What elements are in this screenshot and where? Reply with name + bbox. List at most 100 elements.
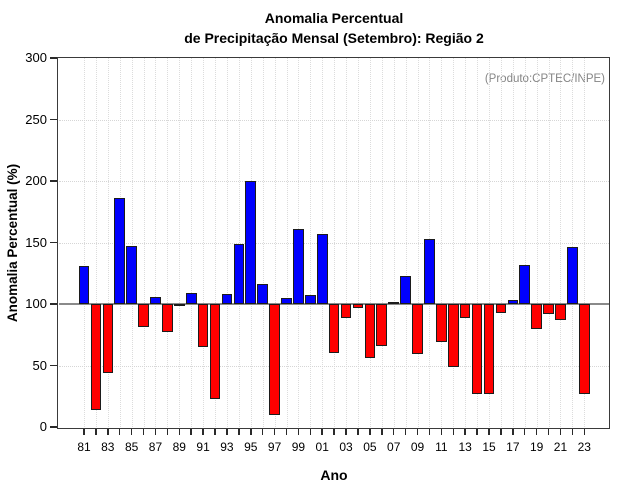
x-tick-label-85: 85 <box>124 440 139 454</box>
x-axis-tick-81 <box>83 429 85 435</box>
x-tick-label-81: 81 <box>77 440 91 454</box>
x-tick-label-21: 21 <box>553 440 568 454</box>
bar-20 <box>543 304 554 314</box>
x-tick-label-89: 89 <box>172 440 186 454</box>
x-axis-tick-92 <box>214 429 216 435</box>
y-axis-tick-300 <box>50 57 57 59</box>
bar-22 <box>567 247 578 304</box>
x-axis-tick-11 <box>440 429 443 435</box>
x-axis-tick-91 <box>202 429 204 435</box>
bar-05 <box>364 304 376 359</box>
bar-98 <box>281 297 292 304</box>
y-axis-tick-150 <box>50 241 57 244</box>
bar-15 <box>483 304 495 394</box>
y-axis-tick-50 <box>50 364 57 367</box>
x-axis-tick-08 <box>404 429 407 435</box>
x-axis-tick-95 <box>250 429 252 435</box>
x-tick-label-13: 13 <box>458 440 472 454</box>
x-tick-label-09: 09 <box>410 440 425 454</box>
bar-08 <box>400 275 411 304</box>
x-axis-tick-82 <box>95 429 97 435</box>
y-axis-tick-200 <box>50 180 57 182</box>
x-tick-label-07: 07 <box>387 440 401 454</box>
bar-03 <box>340 304 352 318</box>
chart-title-line2: de Precipitação Mensal (Setembro): Regiã… <box>184 30 484 46</box>
y-tick-label-250: 250 <box>25 111 47 127</box>
y-tick-label-0: 0 <box>39 419 47 434</box>
y-tick-label-100: 100 <box>25 296 47 311</box>
x-tick-label-23: 23 <box>577 440 591 454</box>
x-axis-tick-10 <box>428 429 431 435</box>
x-axis-tick-16 <box>500 429 502 435</box>
bar-95 <box>245 181 257 304</box>
x-tick-label-95: 95 <box>244 440 258 454</box>
bar-14 <box>471 304 483 394</box>
x-axis-tick-07 <box>392 429 395 435</box>
bar-12 <box>447 304 459 367</box>
x-axis-tick-06 <box>381 429 383 435</box>
x-axis-tick-18 <box>523 429 526 435</box>
x-axis-tick-86 <box>142 429 145 435</box>
y-tick-label-200: 200 <box>25 173 47 188</box>
bar-85 <box>126 246 137 304</box>
bar-84 <box>114 198 126 304</box>
bar-89 <box>173 304 185 307</box>
bar-13 <box>459 304 471 318</box>
x-axis-tick-22 <box>571 429 574 435</box>
bar-23 <box>579 304 590 394</box>
y-tick-label-150: 150 <box>25 234 47 250</box>
bar-96 <box>257 284 268 304</box>
x-axis-tick-17 <box>512 429 514 435</box>
x-tick-label-87: 87 <box>148 440 163 454</box>
bar-21 <box>555 304 566 320</box>
x-axis-tick-09 <box>416 429 419 435</box>
product-annotation: (Produto:CPTEC/INPE) <box>484 73 605 85</box>
x-axis-tick-94 <box>238 429 240 435</box>
x-axis-tick-03 <box>345 429 347 435</box>
y-tick-label-50: 50 <box>32 357 47 373</box>
bar-82 <box>90 304 102 410</box>
bar-16 <box>495 304 507 313</box>
x-axis-tick-19 <box>535 429 538 435</box>
x-tick-label-11: 11 <box>435 440 448 454</box>
x-axis-tick-13 <box>464 429 466 435</box>
y-axis-tick-250 <box>50 118 57 121</box>
h-gridline-50 <box>58 365 609 367</box>
x-axis-tick-85 <box>130 429 133 435</box>
x-tick-label-05: 05 <box>363 440 377 454</box>
x-axis-tick-97 <box>273 429 276 435</box>
y-axis-tick-0 <box>50 426 57 428</box>
x-axis-tick-05 <box>369 429 371 435</box>
bar-91 <box>197 304 209 348</box>
x-axis-tick-00 <box>309 429 312 435</box>
x-axis-tick-89 <box>178 429 181 435</box>
x-axis-tick-99 <box>297 429 300 435</box>
x-tick-label-17: 17 <box>506 440 520 454</box>
bar-19 <box>531 304 542 329</box>
x-axis-tick-04 <box>357 429 359 435</box>
x-tick-label-93: 93 <box>220 440 234 454</box>
x-axis-tick-12 <box>452 429 455 435</box>
x-axis-tick-01 <box>321 429 323 435</box>
x-axis-tick-02 <box>333 429 335 435</box>
h-gridline-150 <box>58 242 609 244</box>
bar-92 <box>209 304 221 399</box>
x-tick-label-99: 99 <box>291 440 306 454</box>
bar-86 <box>138 304 149 328</box>
x-tick-label-15: 15 <box>482 440 496 454</box>
x-axis-tick-96 <box>261 429 264 435</box>
x-axis-tick-23 <box>583 429 586 435</box>
bar-83 <box>102 304 114 373</box>
x-axis-tick-83 <box>107 429 109 435</box>
bar-17 <box>507 300 519 304</box>
chart-title-line1: Anomalia Percentual <box>264 10 404 26</box>
bar-18 <box>519 264 531 304</box>
bar-00 <box>305 295 316 304</box>
x-axis-tick-98 <box>285 429 288 435</box>
x-axis-tick-87 <box>154 429 157 435</box>
x-tick-label-01: 01 <box>315 440 329 454</box>
x-tick-label-83: 83 <box>101 440 115 454</box>
x-axis-tick-21 <box>559 429 562 435</box>
x-axis-tick-84 <box>118 429 121 435</box>
